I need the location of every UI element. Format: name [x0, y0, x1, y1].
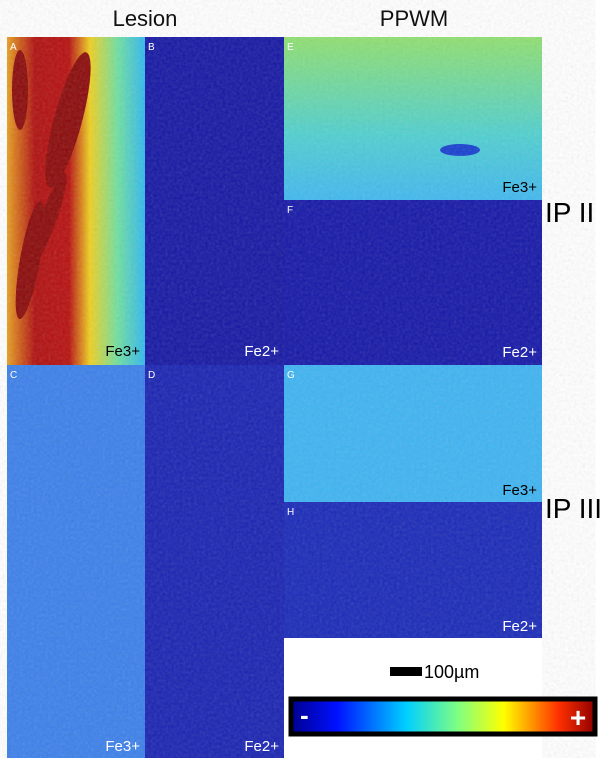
header: Lesion [113, 6, 178, 31]
header: PPWM [380, 6, 448, 31]
ion-label: Fe2+ [502, 344, 537, 361]
ion-label: Fe2+ [502, 618, 537, 635]
ion-label: Fe3+ [105, 738, 140, 755]
ion-label: Fe3+ [105, 343, 140, 360]
panels [7, 37, 542, 758]
panel-letter: F [287, 205, 293, 216]
panel-letter: D [148, 370, 155, 381]
panel-letter: A [10, 42, 17, 53]
group-label: IP II [545, 197, 594, 228]
panel-letter: C [10, 370, 17, 381]
panel-letter: E [287, 42, 294, 53]
scale-bar [390, 667, 422, 676]
ion-label: Fe2+ [244, 738, 279, 755]
scale-label: 100µm [424, 662, 479, 682]
panel-letter: H [287, 507, 294, 518]
colorbar [288, 696, 598, 737]
ion-label: Fe3+ [502, 179, 537, 196]
colorbar-min: - [300, 700, 309, 730]
ion-label: Fe3+ [502, 482, 537, 499]
texture [7, 37, 542, 758]
panel-letter: G [287, 370, 295, 381]
colorbar-max: + [570, 702, 586, 733]
labels: A Fe3+ B Fe2+ C Fe3+ D Fe2+ E Fe3+ F Fe2… [10, 42, 602, 755]
group-label: IP III [545, 493, 602, 524]
ion-label: Fe2+ [244, 343, 279, 360]
panel-letter: B [148, 42, 155, 53]
